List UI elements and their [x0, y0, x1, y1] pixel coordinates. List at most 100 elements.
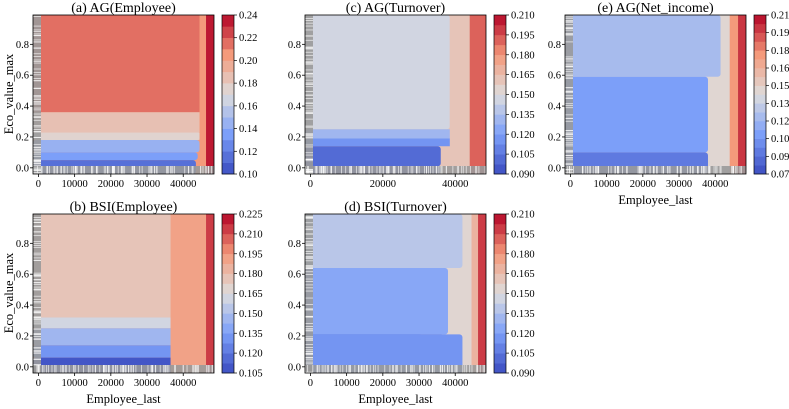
y-tick-label: 0.6: [16, 71, 29, 82]
colorbar-level: [222, 15, 234, 27]
colorbar-tick-label: 0.180: [239, 269, 263, 280]
colorbar-level: [222, 233, 234, 245]
y-tick-label: 0.2: [16, 132, 29, 143]
contour-zone: [305, 214, 463, 269]
colorbar-tick-label: 0.195: [511, 30, 535, 41]
contour-edge-band: [462, 214, 472, 373]
colorbar-level: [222, 273, 234, 284]
colorbar-tick-label: 0.090: [511, 170, 535, 181]
colorbar-level: [754, 59, 766, 69]
contour-edge-band: [738, 15, 746, 174]
colorbar-tick-label: 0.225: [239, 210, 263, 221]
x-axis-label: Employee_last: [86, 392, 161, 406]
contour-edge-band: [199, 15, 207, 174]
y-tick-label: 0.4: [16, 102, 30, 113]
contour-edge-band: [720, 15, 730, 174]
colorbar-tick-label: 0.12: [239, 147, 257, 158]
colorbar-tick-label: 0.14: [239, 124, 258, 135]
colorbar-tick-label: 0.165: [511, 269, 535, 280]
contour-area: [305, 214, 486, 373]
colorbar-tick-label: 0.075: [771, 170, 789, 181]
colorbar-tick-label: 0.135: [511, 110, 535, 121]
contour-zone: [33, 328, 204, 346]
colorbar-level: [494, 74, 506, 85]
colorbar-tick-label: 0.135: [511, 309, 535, 320]
colorbar-level: [222, 83, 234, 95]
colorbar-tick-label: 0.120: [239, 349, 263, 360]
y-tick-label: 0.4: [288, 102, 302, 113]
colorbar-level: [754, 121, 766, 131]
colorbar-level: [754, 112, 766, 122]
y-axis-label-top: Eco_value_max: [2, 53, 16, 134]
colorbar-tick-label: 0.22: [239, 33, 257, 44]
x-tick-label: 30000: [134, 378, 160, 389]
chart-title: (a) AG(Employee): [71, 1, 176, 16]
colorbar-level: [494, 363, 506, 374]
contour-zone: [33, 214, 207, 318]
colorbar-level: [494, 54, 506, 65]
rug-marks: [565, 15, 746, 174]
colorbar-tick-label: 0.210: [239, 229, 263, 240]
colorbar-tick-label: 0.120: [511, 329, 535, 340]
y-tick-label: 0.6: [288, 71, 301, 82]
colorbar-level: [222, 243, 234, 255]
colorbar-level: [494, 34, 506, 46]
colorbar-tick-label: 0.10: [239, 170, 257, 181]
colorbar-level: [222, 117, 234, 129]
colorbar-level: [222, 313, 234, 324]
colorbar-level: [494, 333, 506, 344]
colorbar-tick-label: 0.20: [239, 56, 257, 67]
colorbar-level: [494, 214, 506, 225]
colorbar-tick-label: 0.210: [511, 11, 535, 22]
x-tick-label: 20000: [98, 378, 124, 389]
y-tick-label: 0.0: [288, 163, 301, 174]
colorbar-level: [494, 104, 506, 115]
contour-zone: [33, 140, 200, 153]
colorbar-level: [222, 151, 234, 163]
colorbar-level: [222, 105, 234, 118]
x-tick-label: 0: [308, 179, 313, 190]
y-tick-label: 0.6: [548, 71, 561, 82]
colorbar-tick-label: 0.120: [771, 117, 789, 128]
colorbar-level: [222, 94, 234, 107]
y-tick-label: 0.6: [16, 270, 29, 281]
y-tick-label: 0.2: [16, 331, 29, 342]
rug-marks: [305, 15, 486, 174]
x-tick-label: 30000: [666, 179, 692, 190]
colorbar-level: [222, 128, 234, 141]
colorbar-level: [494, 323, 506, 334]
contour-zone: [33, 15, 207, 113]
colorbar-tick-label: 0.105: [511, 349, 535, 360]
x-tick-label: 30000: [406, 378, 432, 389]
x-tick-label: 40000: [170, 179, 196, 190]
colorbar-level: [754, 76, 766, 86]
y-tick-label: 0.0: [288, 362, 301, 373]
y-tick-label: 0.6: [288, 270, 301, 281]
colorbar-level: [222, 37, 234, 50]
colorbar-level: [754, 50, 766, 60]
colorbar-level: [222, 363, 234, 374]
contour-zone: [305, 268, 448, 335]
y-tick-label: 0.2: [548, 132, 561, 143]
plot-frame: [304, 14, 487, 175]
x-axis-label: Employee_last: [358, 392, 433, 406]
y-tick-label: 0.4: [288, 301, 302, 312]
colorbar-tick-label: 0.135: [771, 99, 789, 110]
y-tick-label: 0.8: [288, 40, 301, 51]
plot-frame: [32, 14, 215, 175]
colorbar-level: [494, 84, 506, 95]
y-tick-label: 0.2: [288, 331, 301, 342]
x-tick-label: 10000: [594, 179, 620, 190]
colorbar-tick-label: 0.165: [771, 64, 789, 75]
colorbar-level: [494, 233, 506, 245]
contour-area: [33, 214, 214, 373]
colorbar-level: [494, 263, 506, 274]
colorbar-tick-label: 0.180: [771, 46, 789, 57]
colorbar-level: [494, 15, 506, 26]
colorbar-tick-label: 0.090: [511, 369, 535, 380]
x-tick-label: 0: [568, 179, 573, 190]
colorbar-level: [754, 94, 766, 104]
colorbar-level: [754, 85, 766, 95]
colorbar-level: [222, 162, 234, 175]
